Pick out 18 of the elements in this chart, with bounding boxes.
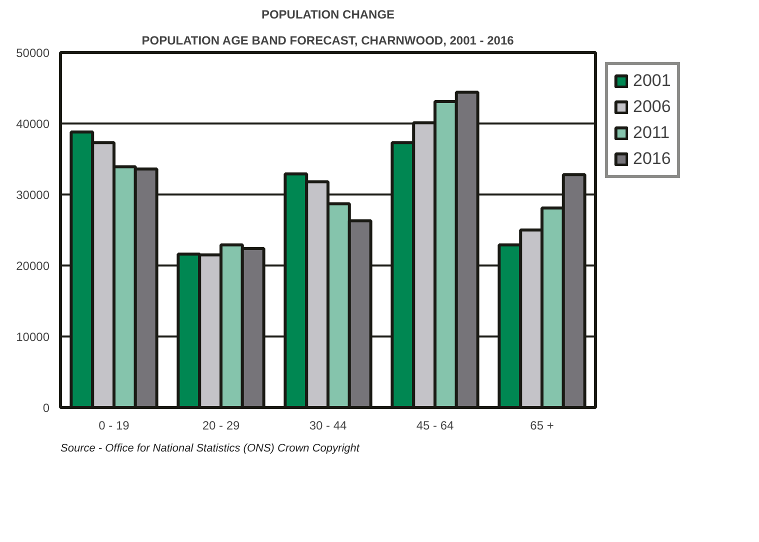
legend-label: 2006 xyxy=(633,97,671,117)
x-tick-label: 0 - 19 xyxy=(98,418,130,432)
chart-title: POPULATION CHANGE xyxy=(261,8,395,22)
source-note: Source - Office for National Statistics (ONS) Crown Copyright xyxy=(60,442,360,454)
x-tick-label: 65 + xyxy=(530,418,554,432)
legend-label: 2016 xyxy=(633,149,671,169)
chart-subtitle: POPULATION AGE BAND FORECAST, CHARNWOOD, 2001 - 2016 xyxy=(142,34,514,48)
x-tick-label: 45 - 64 xyxy=(416,418,454,432)
y-tick-label: 50000 xyxy=(16,46,50,60)
y-tick-label: 0 xyxy=(42,401,50,415)
legend-label: 2001 xyxy=(633,71,671,91)
y-tick-label: 10000 xyxy=(16,330,50,344)
x-tick-label: 30 - 44 xyxy=(309,418,348,432)
y-tick-label: 20000 xyxy=(16,259,50,273)
y-tick-label: 40000 xyxy=(16,117,50,131)
y-tick-label: 30000 xyxy=(16,188,50,202)
legend-label: 2011 xyxy=(633,123,670,143)
x-tick-label: 20 - 29 xyxy=(202,418,240,432)
